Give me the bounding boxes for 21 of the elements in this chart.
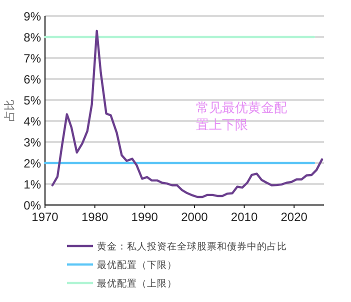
x-tick-label: 1970: [32, 210, 59, 224]
y-tick-label: 9%: [24, 10, 42, 24]
x-tick-label: 1980: [81, 210, 108, 224]
y-tick-label: 1%: [24, 178, 42, 192]
y-tick-label: 0%: [24, 198, 42, 212]
y-tick-label: 2%: [24, 156, 42, 170]
x-tick-label: 1990: [131, 210, 158, 224]
y-tick-label: 6%: [24, 72, 42, 86]
y-tick-label: 5%: [24, 94, 42, 108]
x-tick-label: 2020: [280, 210, 308, 224]
y-tick-label: 4%: [24, 114, 42, 128]
legend-label: 黄金：私人投资在全球股票和债券中的占比: [97, 240, 287, 252]
x-tick-label: 2010: [230, 210, 258, 224]
y-tick-label: 3%: [24, 136, 42, 150]
y-tick-label: 8%: [24, 30, 42, 44]
legend-label: 最优配置（下限）: [97, 259, 177, 271]
y-axis-title: 占比: [3, 100, 16, 122]
y-tick-label: 7%: [24, 52, 42, 66]
legend-label: 最优配置（上限）: [97, 278, 177, 290]
x-tick-label: 2000: [181, 210, 208, 224]
annotation: 常见最优黄金配置上下限: [196, 100, 288, 134]
